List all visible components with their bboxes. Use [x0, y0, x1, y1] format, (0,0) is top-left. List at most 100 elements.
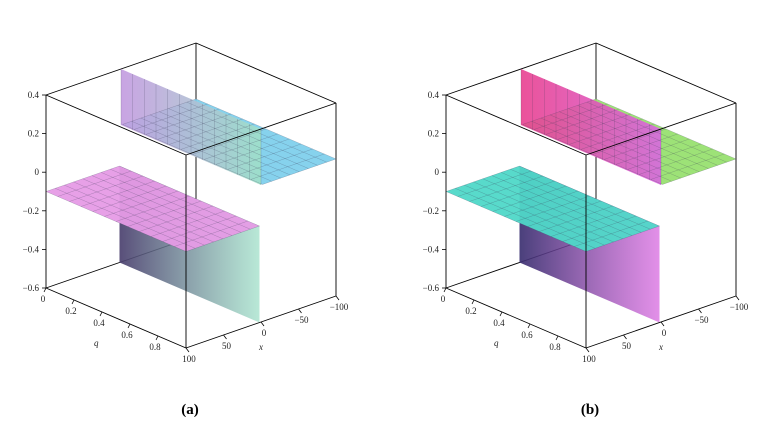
grid-line-low: [504, 190, 578, 217]
grid-line-high: [239, 148, 313, 175]
q-tick-mark: [155, 335, 159, 341]
grid-line-high: [559, 111, 700, 172]
surface-low-plateau: [446, 166, 660, 252]
x-tick-label: 50: [622, 341, 632, 351]
box-edge-top-front-right: [585, 102, 737, 156]
grid-line-high: [568, 108, 709, 169]
x-tick-mark: [223, 334, 227, 340]
z-tick-label: 0.4: [428, 90, 440, 100]
grid-line-low: [57, 170, 132, 197]
grid-line-high: [662, 158, 737, 185]
grid-line-low: [473, 181, 614, 243]
q-tick-mark: [443, 287, 447, 293]
z-tick-label: −0.4: [423, 244, 440, 254]
grid-line-low: [139, 205, 213, 232]
surface-upper-wall: [521, 69, 661, 185]
grid-line-low: [162, 215, 237, 242]
x-tick-mark: [698, 308, 702, 314]
q-axis-label: q: [494, 338, 499, 348]
q-tick-label: 0: [441, 294, 446, 304]
x-tick-mark: [660, 321, 665, 327]
q-tick-mark: [471, 299, 475, 305]
box-edge-top-front-left: [445, 94, 587, 156]
x-tick-mark: [623, 334, 627, 340]
grid-line-high: [195, 98, 337, 160]
grid-line-low: [469, 175, 543, 202]
grid-line-high: [569, 118, 643, 145]
grid-line-low: [115, 195, 190, 222]
grid-line-high: [250, 153, 325, 180]
grid-line-high: [595, 98, 737, 160]
grid-line-low: [174, 220, 248, 247]
q-tick-mark: [555, 335, 559, 341]
z-tick-label: 0.4: [28, 90, 40, 100]
q-tick-label: 0.8: [549, 342, 561, 352]
q-tick-mark: [99, 311, 103, 317]
x-tick-label: 0: [262, 328, 267, 338]
grid-line-low: [73, 181, 214, 243]
grid-line-low: [562, 215, 637, 242]
x-axis-label: x: [658, 342, 663, 352]
x-tick-label: 50: [222, 341, 232, 351]
grid-line-high: [215, 138, 290, 165]
grid-line-low: [110, 168, 251, 230]
q-tick-mark: [127, 323, 131, 329]
grid-line-high: [540, 117, 681, 179]
grid-line-low: [574, 220, 648, 247]
grid-line-high: [577, 105, 718, 166]
grid-line-high: [122, 124, 263, 185]
q-tick-label: 0.2: [65, 306, 76, 316]
grid-line-high: [204, 133, 278, 160]
grid-line-low: [101, 172, 242, 233]
grid-line-low: [510, 168, 651, 230]
box-edge-top-front-left: [45, 94, 187, 156]
z-tick-label: −0.6: [423, 283, 440, 293]
grid-line-low: [445, 191, 587, 252]
box-edge-top-front-right: [185, 102, 337, 156]
q-axis-label: q: [94, 338, 99, 348]
z-tick-label: 0: [435, 167, 440, 177]
surface-plot-a: 0.40.20−0.2−0.4−0.600.20.40.60.8q100500−…: [23, 42, 349, 418]
grid-line-high: [586, 101, 727, 163]
grid-line-low: [491, 175, 633, 236]
q-tick-label: 0.6: [121, 330, 133, 340]
grid-line-high: [227, 143, 302, 170]
grid-line-low: [482, 178, 623, 239]
grid-line-low: [464, 184, 605, 246]
q-tick-label: 0.4: [93, 318, 105, 328]
box-edge-bottom-q: [445, 287, 587, 349]
grid-line-high: [650, 153, 725, 180]
q-tick-mark: [527, 323, 531, 329]
z-tick-label: −0.4: [23, 244, 40, 254]
grid-line-low: [45, 165, 120, 192]
x-tick-label: 100: [182, 354, 196, 364]
grid-line-high: [169, 118, 243, 145]
box-edge-top-back-right: [195, 42, 337, 104]
x-tick-label: −50: [294, 315, 309, 325]
x-tick-mark: [585, 347, 590, 353]
x-tick-mark: [335, 295, 340, 301]
grid-line-high: [177, 105, 318, 166]
grid-line-high: [557, 113, 632, 140]
x-tick-label: −100: [730, 302, 749, 312]
surface-low-plateau: [46, 166, 260, 252]
grid-line-high: [186, 101, 327, 163]
grid-line-low: [64, 184, 205, 246]
grid-line-high: [122, 98, 197, 125]
grid-line-low: [104, 190, 178, 217]
z-tick-label: 0: [35, 167, 40, 177]
q-tick-mark: [43, 287, 47, 293]
grid-line-low: [457, 170, 532, 197]
z-tick-label: −0.6: [23, 283, 40, 293]
grid-line-low: [455, 188, 596, 249]
grid-line-low: [127, 200, 202, 227]
grid-line-high: [549, 114, 691, 176]
grid-line-low: [527, 200, 602, 227]
grid-line-high: [531, 121, 672, 182]
grid-line-low: [539, 205, 613, 232]
surface-upper-wall: [121, 69, 261, 185]
grid-line-low: [55, 188, 196, 249]
x-tick-mark: [185, 347, 190, 353]
q-tick-label: 0.2: [465, 306, 476, 316]
